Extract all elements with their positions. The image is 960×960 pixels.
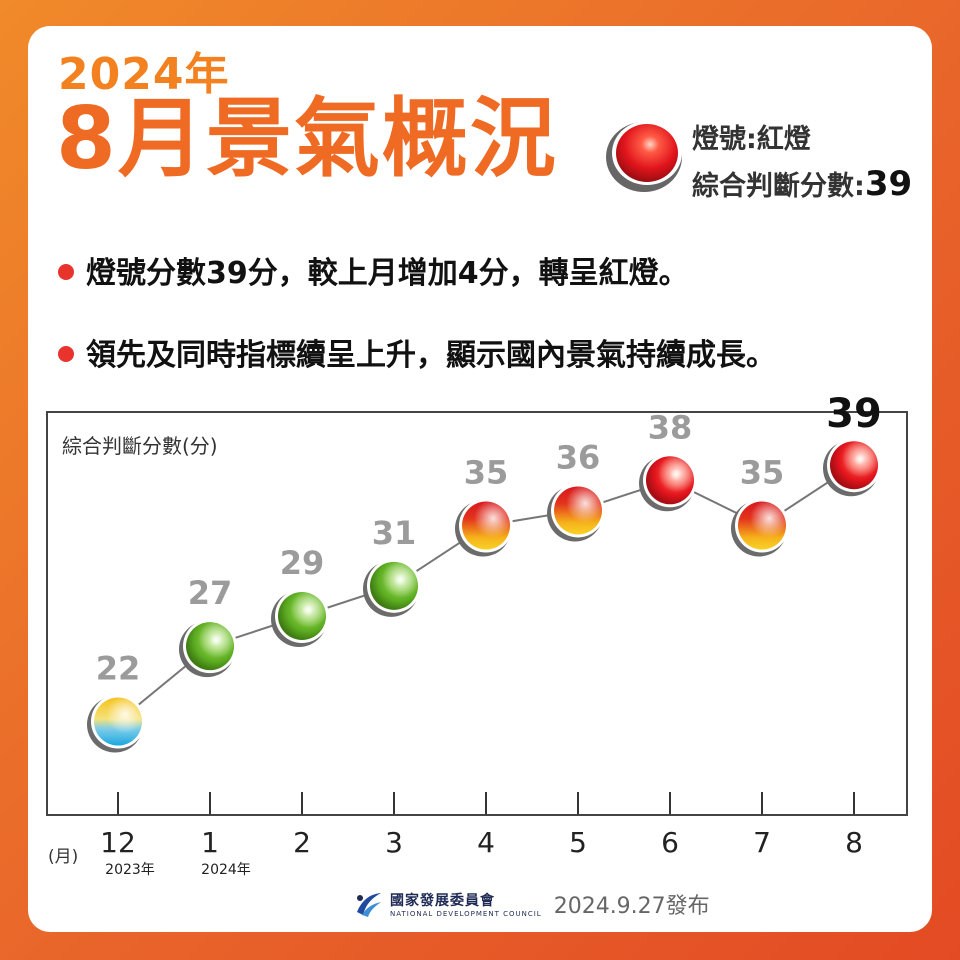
signal-light-marker bbox=[363, 558, 421, 617]
ndc-logo-icon bbox=[357, 893, 381, 917]
data-label: 35 bbox=[740, 454, 785, 492]
red-signal-light-icon bbox=[606, 121, 682, 192]
data-label: 38 bbox=[648, 408, 693, 446]
x-tick-label: 5 bbox=[569, 826, 587, 859]
signal-light-marker bbox=[731, 498, 789, 557]
x-tick-label: 7 bbox=[753, 826, 771, 859]
org-name: 國家發展委員會 NATIONAL DEVELOPMENT COUNCIL bbox=[390, 890, 542, 918]
marker-shine bbox=[830, 441, 878, 490]
signal-light-marker bbox=[455, 498, 513, 557]
marker-shine bbox=[94, 697, 142, 746]
signal-light-marker bbox=[639, 453, 697, 512]
bullet-2: 領先及同時指標續呈上升，顯示國內景氣持續成長。 bbox=[58, 330, 776, 374]
x-tick-label: 6 bbox=[661, 826, 679, 859]
x-tick-label: 12 bbox=[100, 826, 136, 859]
marker-shine bbox=[646, 456, 694, 505]
chart-frame bbox=[46, 411, 908, 816]
bullet-text-2: 領先及同時指標續呈上升，顯示國內景氣持續成長。 bbox=[86, 338, 776, 373]
x-tick-label: 8 bbox=[845, 826, 863, 859]
x-tick-label: 2 bbox=[293, 826, 311, 859]
bullet-1: 燈號分數39分，較上月增加4分，轉呈紅燈。 bbox=[58, 248, 689, 292]
marker-shine bbox=[554, 486, 602, 535]
x-tick-label: 1 bbox=[201, 826, 219, 859]
x-axis-label: (月) bbox=[48, 847, 79, 867]
y-axis-label: 綜合判斷分數(分) bbox=[62, 434, 218, 458]
data-label: 39 bbox=[826, 391, 882, 437]
marker-shine bbox=[738, 501, 786, 550]
signal-light-marker bbox=[547, 483, 605, 542]
data-label: 29 bbox=[280, 544, 325, 582]
org-name-cn: 國家發展委員會 bbox=[390, 893, 495, 909]
card bbox=[28, 26, 932, 932]
footer: 國家發展委員會 NATIONAL DEVELOPMENT COUNCIL 202… bbox=[354, 884, 710, 924]
data-label: 27 bbox=[188, 574, 233, 612]
report-year: 2024年 bbox=[58, 49, 230, 100]
year-label: 2023年 bbox=[105, 862, 155, 878]
x-tick-label: 3 bbox=[385, 826, 403, 859]
marker-shine bbox=[186, 622, 234, 671]
signal-info: 燈號:紅燈 綜合判斷分數:39 bbox=[692, 118, 912, 206]
org-name-en: NATIONAL DEVELOPMENT COUNCIL bbox=[390, 910, 542, 918]
x-tick-label: 4 bbox=[477, 826, 495, 859]
data-label: 31 bbox=[372, 514, 417, 552]
data-label: 22 bbox=[96, 650, 141, 688]
data-label: 36 bbox=[556, 438, 601, 476]
signal-light-marker bbox=[87, 694, 145, 753]
year-label: 2024年 bbox=[201, 862, 251, 878]
bullet-text-1: 燈號分數39分，較上月增加4分，轉呈紅燈。 bbox=[86, 256, 689, 291]
marker-shine bbox=[278, 592, 326, 640]
score-label: 綜合判斷分數: bbox=[692, 171, 865, 202]
data-label: 35 bbox=[464, 454, 509, 492]
score-row: 綜合判斷分數:39 bbox=[692, 162, 912, 206]
signal-light-marker bbox=[179, 619, 237, 678]
bullet-dot-icon bbox=[58, 345, 74, 362]
page-title: 8月景氣概況 bbox=[56, 89, 558, 189]
marker-shine bbox=[370, 561, 418, 610]
signal-light-marker bbox=[823, 438, 881, 497]
marker-shine bbox=[462, 501, 510, 550]
bullet-dot-icon bbox=[58, 263, 74, 280]
signal-label: 燈號:紅燈 bbox=[692, 124, 811, 155]
publish-date: 2024.9.27發布 bbox=[553, 894, 710, 919]
score-value: 39 bbox=[864, 164, 913, 204]
signal-light-marker bbox=[271, 589, 329, 647]
